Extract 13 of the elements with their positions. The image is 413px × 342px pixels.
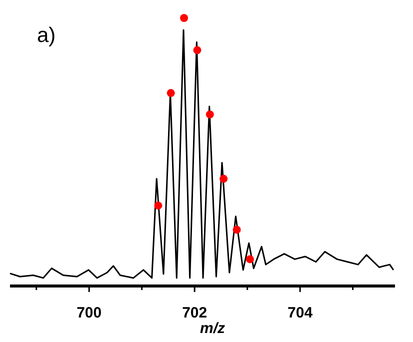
point bbox=[232, 226, 241, 234]
point bbox=[180, 14, 188, 22]
point bbox=[206, 110, 214, 118]
point bbox=[193, 46, 202, 54]
x-tick-label: 704 bbox=[288, 304, 314, 322]
point bbox=[246, 255, 254, 264]
point bbox=[220, 174, 228, 183]
x-tick-label: 700 bbox=[76, 304, 102, 322]
x-axis-title: m/z bbox=[200, 320, 226, 337]
annotation: a) bbox=[37, 24, 56, 47]
x-tick-label: 702 bbox=[182, 304, 208, 322]
point bbox=[166, 89, 175, 98]
point bbox=[154, 202, 162, 210]
